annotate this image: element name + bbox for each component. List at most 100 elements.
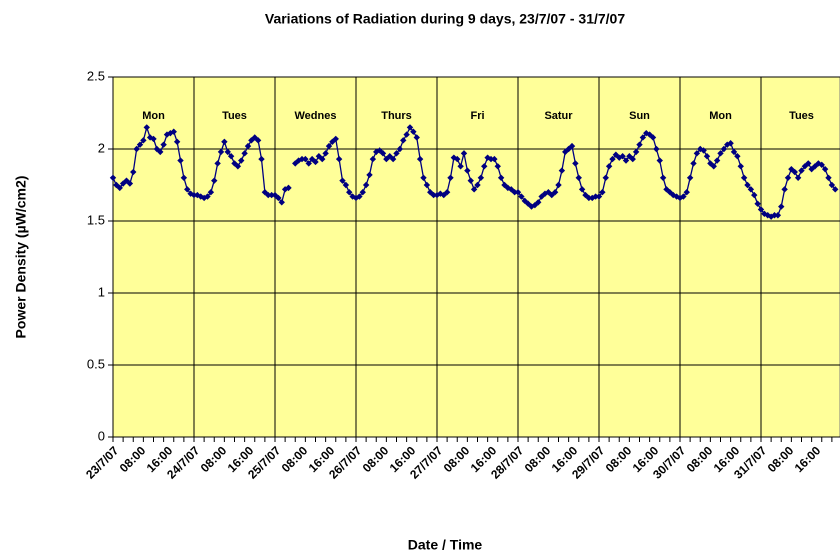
data-point <box>119 180 127 187</box>
data-point <box>319 155 326 163</box>
data-point <box>740 174 748 181</box>
data-point <box>356 193 363 200</box>
data-point <box>686 174 694 181</box>
data-point <box>214 160 221 167</box>
data-point <box>413 134 420 141</box>
data-point <box>771 212 778 219</box>
data-point <box>298 155 306 163</box>
data-point <box>477 174 485 181</box>
data-point <box>730 148 738 156</box>
data-point <box>416 155 424 163</box>
data-point <box>322 150 329 157</box>
data-point <box>636 141 643 148</box>
data-point <box>599 189 606 196</box>
data-point <box>487 155 495 163</box>
data-point <box>332 135 339 143</box>
data-point <box>467 177 474 184</box>
data-point <box>339 177 346 184</box>
data-point <box>494 163 501 170</box>
data-point <box>653 145 660 153</box>
data-point <box>656 157 663 164</box>
data-point <box>167 129 174 137</box>
data-point <box>123 177 130 184</box>
data-point <box>781 186 788 193</box>
data-point <box>578 186 586 193</box>
x-tick-label: 23/7/07 <box>83 443 121 481</box>
data-point <box>825 174 832 181</box>
x-tick-label: 08:00 <box>765 443 797 475</box>
chart-title: Variations of Radiation during 9 days, 2… <box>265 11 625 27</box>
data-point <box>302 155 309 163</box>
data-point <box>774 212 782 219</box>
data-point <box>244 142 252 150</box>
data-point <box>400 137 407 144</box>
data-point <box>443 189 451 196</box>
data-point <box>784 174 792 181</box>
data-point <box>258 155 265 163</box>
data-point <box>265 191 272 199</box>
data-point <box>832 186 839 193</box>
data-point <box>227 153 235 160</box>
data-point <box>200 194 208 202</box>
data-point <box>629 155 636 163</box>
data-point <box>113 181 120 189</box>
data-point <box>693 150 701 157</box>
data-point <box>406 124 414 131</box>
data-point <box>163 131 171 138</box>
data-point <box>649 134 657 141</box>
data-point <box>217 148 225 156</box>
data-point <box>535 199 542 206</box>
data-point <box>190 191 198 199</box>
data-point <box>821 165 829 173</box>
x-tick-label: 08:00 <box>117 443 149 475</box>
data-point <box>177 157 184 164</box>
data-point <box>481 163 488 170</box>
data-point <box>369 155 377 163</box>
data-point <box>805 160 812 167</box>
data-point <box>254 137 262 144</box>
x-tick-label: 16:00 <box>792 443 824 475</box>
data-point <box>592 193 599 200</box>
data-point <box>116 184 123 192</box>
data-point <box>325 142 333 150</box>
data-point <box>713 157 721 164</box>
data-point <box>794 174 802 181</box>
data-point <box>632 148 640 156</box>
data-point <box>491 155 498 163</box>
data-point <box>133 145 140 153</box>
x-tick-label: 08:00 <box>684 443 716 475</box>
x-tick-label: 08:00 <box>603 443 635 475</box>
data-point <box>447 174 454 181</box>
data-point <box>231 160 238 167</box>
y-tick-label: 0 <box>98 428 105 443</box>
data-point <box>224 148 231 156</box>
data-point <box>575 174 582 181</box>
data-point <box>757 206 765 213</box>
data-point <box>238 157 245 164</box>
x-tick-label: 08:00 <box>198 443 230 475</box>
y-tick-label: 1.5 <box>87 212 105 227</box>
data-point <box>659 174 667 181</box>
data-point <box>609 155 616 163</box>
x-axis-label: Date / Time <box>408 537 483 553</box>
data-point <box>474 181 481 189</box>
data-point <box>572 160 579 167</box>
data-point <box>275 194 282 202</box>
data-point <box>791 168 798 176</box>
data-point <box>211 177 218 184</box>
y-tick-label: 2 <box>98 140 105 155</box>
data-point <box>420 174 427 181</box>
data-point <box>130 168 137 176</box>
data-point <box>234 163 242 170</box>
data-point <box>393 150 400 157</box>
x-tick-label: 08:00 <box>522 443 554 475</box>
x-tick-label: 08:00 <box>360 443 392 475</box>
data-point <box>585 194 593 202</box>
data-point <box>180 174 188 181</box>
data-point <box>109 174 117 181</box>
day-label: Sun <box>629 110 650 122</box>
data-point <box>558 167 566 174</box>
data-point <box>359 189 366 196</box>
data-point <box>430 191 437 199</box>
data-point <box>143 124 150 131</box>
